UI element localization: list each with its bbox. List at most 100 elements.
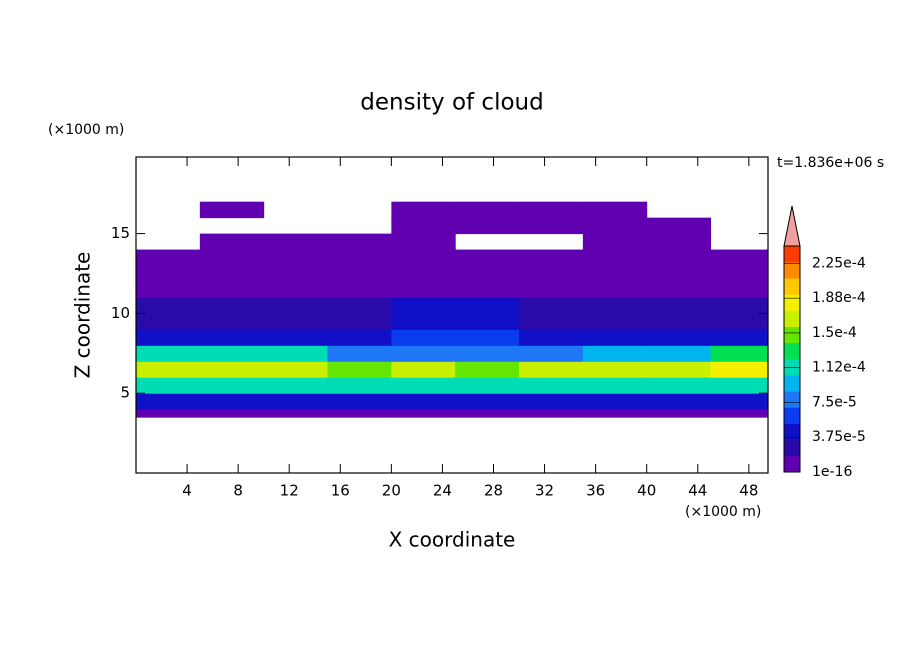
colorbar-band	[784, 455, 800, 473]
x-tick-label: 28	[484, 482, 503, 500]
field-cell	[136, 329, 201, 346]
x-axis-label: X coordinate	[389, 528, 516, 552]
colorbar-label: 1.5e-4	[812, 325, 857, 341]
field-cell	[136, 313, 201, 330]
field-cell	[391, 281, 456, 298]
x-tick-label: 44	[688, 482, 707, 500]
field-cell	[582, 361, 648, 378]
field-cell	[710, 393, 768, 410]
x-tick-label: 16	[331, 482, 350, 500]
field-cell	[263, 249, 329, 267]
field-cell	[327, 361, 392, 378]
field-cell	[455, 377, 520, 394]
field-cell	[327, 377, 392, 394]
colorbar-band	[784, 391, 800, 408]
field-cell	[327, 313, 392, 330]
field-cell	[391, 265, 456, 282]
field-cell	[263, 265, 329, 282]
field-cell	[710, 409, 768, 418]
field-cell	[646, 361, 712, 378]
field-cell	[455, 201, 520, 219]
field-cell	[519, 249, 584, 267]
field-cell	[391, 409, 456, 418]
field-cell	[199, 233, 265, 251]
field-cell	[327, 393, 392, 410]
x-unit: (×1000 m)	[685, 504, 761, 520]
field-cell	[582, 281, 648, 298]
field-cell	[710, 265, 768, 282]
contour-field	[136, 201, 768, 418]
field-cell	[519, 329, 584, 346]
field-cell	[646, 329, 712, 346]
field-cell	[582, 249, 648, 267]
field-cell	[646, 265, 712, 282]
field-cell	[455, 281, 520, 298]
field-cell	[263, 281, 329, 298]
field-cell	[646, 393, 712, 410]
field-cell	[199, 313, 265, 330]
colorbar-band	[784, 342, 800, 360]
field-cell	[327, 297, 392, 314]
field-cell	[646, 377, 712, 394]
colorbar-band	[784, 359, 800, 376]
field-cell	[199, 297, 265, 314]
colorbar-band	[784, 439, 800, 457]
field-cell	[582, 409, 648, 418]
field-cell	[582, 297, 648, 314]
field-cell	[136, 297, 201, 314]
time-label: t=1.836e+06 s	[777, 155, 884, 171]
field-cell	[263, 377, 329, 394]
colorbar-band	[784, 407, 800, 424]
field-cell	[710, 313, 768, 330]
field-cell	[519, 361, 584, 378]
field-cell	[582, 345, 648, 362]
field-cell	[327, 233, 392, 251]
field-cell	[455, 345, 520, 362]
field-cell	[582, 217, 648, 235]
field-cell	[519, 377, 584, 394]
field-cell	[136, 409, 201, 418]
y-unit: (×1000 m)	[48, 122, 124, 138]
field-cell	[710, 297, 768, 314]
y-axis-label: Z coordinate	[71, 252, 95, 379]
colorbar-label: 3.75e-5	[812, 429, 866, 445]
chart-title: density of cloud	[360, 90, 543, 116]
field-cell	[710, 281, 768, 298]
colorbar-band	[784, 375, 800, 392]
field-cell	[582, 393, 648, 410]
field-cell	[519, 201, 584, 219]
colorbar-band	[784, 278, 800, 295]
field-cell	[646, 249, 712, 267]
field-cell	[519, 281, 584, 298]
field-cell	[391, 233, 456, 251]
colorbar-band	[784, 262, 800, 279]
field-cell	[710, 345, 768, 362]
field-cell	[391, 345, 456, 362]
field-cell	[646, 313, 712, 330]
colorbar-extend	[783, 205, 801, 247]
field-cell	[263, 329, 329, 346]
field-cell	[199, 345, 265, 362]
field-cell	[646, 297, 712, 314]
field-cell	[519, 297, 584, 314]
field-cell	[199, 361, 265, 378]
field-cell	[455, 249, 520, 267]
field-cell	[582, 201, 648, 219]
field-cell	[646, 217, 712, 235]
field-cell	[263, 361, 329, 378]
x-tick-label: 36	[586, 482, 605, 500]
field-cell	[582, 377, 648, 394]
field-cell	[263, 409, 329, 418]
x-tick-label: 20	[382, 482, 401, 500]
field-cell	[582, 313, 648, 330]
field-cell	[136, 265, 201, 282]
y-tick-label: 15	[111, 224, 130, 242]
colorbar-label: 1.88e-4	[812, 290, 866, 306]
field-cell	[136, 393, 201, 410]
field-cell	[136, 345, 201, 362]
field-cell	[263, 393, 329, 410]
field-cell	[327, 409, 392, 418]
field-cell	[263, 313, 329, 330]
colorbar-band	[784, 310, 800, 328]
field-cell	[391, 297, 456, 314]
